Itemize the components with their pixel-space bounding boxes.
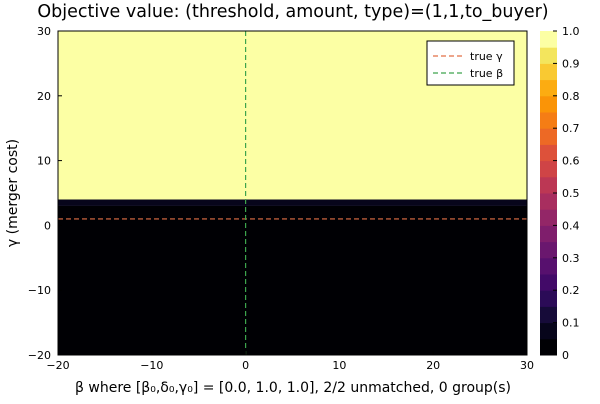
colorbar-segment [540, 306, 557, 324]
colorbar-segment [540, 47, 557, 64]
colorbar-tick-label: 0.2 [562, 284, 580, 297]
y-tick-label: −20 [28, 349, 51, 362]
colorbar-segment [540, 128, 557, 145]
colorbar-segment [540, 144, 557, 162]
colorbar-segment [540, 112, 557, 129]
x-tick-label: −10 [140, 359, 163, 372]
y-axis-label: γ (merger cost) [5, 139, 21, 247]
plot-frame [57, 30, 528, 356]
colorbar-tick-label: 0.7 [562, 122, 580, 135]
colorbar-tick-label: 0 [562, 349, 569, 362]
y-tick-label: −10 [28, 284, 51, 297]
heatmap-band-0 [58, 205, 527, 355]
x-tick-label: 0 [242, 359, 249, 372]
colorbar-segment [540, 274, 557, 291]
colorbar-tick-label: 0.4 [562, 219, 580, 232]
colorbar-segment [540, 338, 557, 356]
colorbar-tick-label: 1.0 [562, 25, 580, 38]
colorbar-segment [540, 95, 557, 113]
x-axis-ticks: −20 −10 0 10 20 30 [46, 351, 534, 372]
y-tick-label: 30 [37, 25, 51, 38]
y-tick-label: 20 [37, 90, 51, 103]
legend: true γ true β [426, 40, 515, 86]
colorbar-segment [540, 225, 557, 243]
colorbar-segment [540, 160, 557, 178]
y-tick-label: 10 [37, 155, 51, 168]
colorbar-segment [540, 193, 557, 210]
colorbar-segment [540, 31, 557, 48]
colorbar-segment [540, 257, 557, 275]
colorbar-segment [540, 176, 557, 194]
colorbar-segment [540, 79, 557, 97]
chart-title: Objective value: (threshold, amount, typ… [37, 2, 548, 22]
legend-label-true-gamma: true γ [470, 50, 503, 63]
colorbar-tick-label: 0.6 [562, 155, 580, 168]
legend-box [426, 40, 515, 86]
y-tick-label: 0 [44, 219, 51, 232]
x-tick-label: 20 [426, 359, 440, 372]
colorbar-segment [540, 322, 557, 340]
y-axis-ticks: −20 −10 0 10 20 30 [28, 25, 62, 362]
colorbar-segment [540, 241, 557, 259]
legend-label-true-beta: true β [470, 67, 503, 80]
x-tick-label: −20 [46, 359, 69, 372]
x-tick-label: 30 [520, 359, 534, 372]
colorbar-tick-label: 0.5 [562, 187, 580, 200]
colorbar-segment [540, 209, 557, 226]
colorbar-segment [540, 290, 557, 307]
x-tick-label: 10 [332, 359, 346, 372]
colorbar: 0 0.1 0.2 0.3 0.4 0.5 0.6 0.7 0.8 0.9 1.0 [540, 25, 580, 362]
colorbar-segment [540, 63, 557, 81]
colorbar-tick-label: 0.1 [562, 317, 580, 330]
reference-lines [58, 31, 527, 355]
colorbar-tick-label: 0.9 [562, 57, 580, 70]
heatmap-band-1 [58, 199, 527, 206]
colorbar-tick-label: 0.8 [562, 90, 580, 103]
x-axis-label: β where [β₀,δ₀,γ₀] = [0.0, 1.0, 1.0], 2/… [75, 380, 511, 396]
colorbar-tick-label: 0.3 [562, 252, 580, 265]
